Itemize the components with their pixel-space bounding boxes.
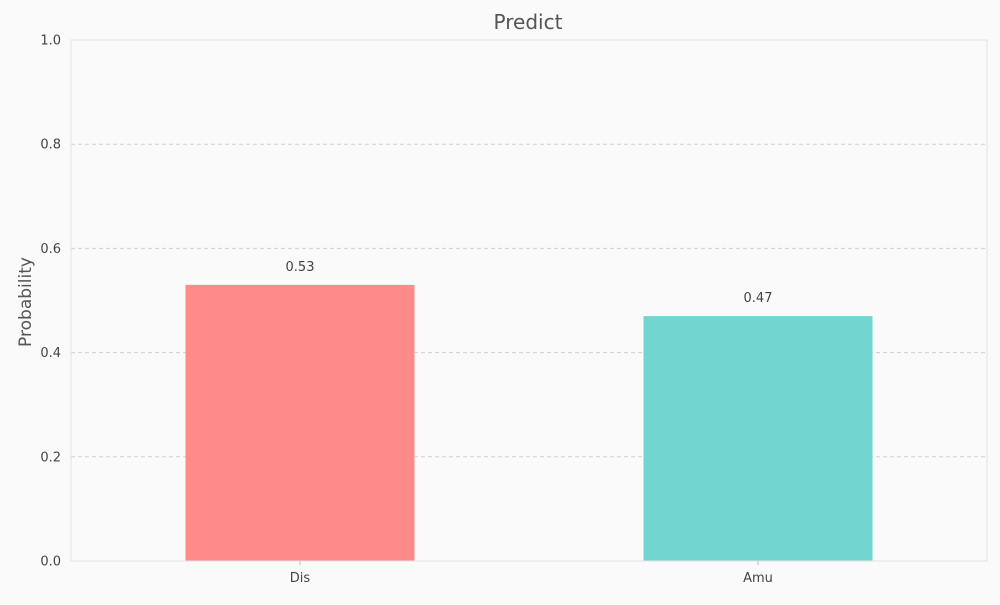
y-axis-ticks: 0.0 0.2 0.4 0.6 0.8 1.0 bbox=[40, 34, 61, 570]
bar-value-label: 0.47 bbox=[744, 291, 773, 306]
y-tick-label: 0.2 bbox=[40, 450, 61, 465]
y-tick-label: 1.0 bbox=[40, 34, 61, 49]
x-axis-ticks: Dis Amu bbox=[290, 561, 773, 586]
bar-value-label: 0.53 bbox=[286, 260, 315, 275]
chart-title: Predict bbox=[494, 10, 563, 34]
x-tick-label: Dis bbox=[290, 571, 311, 586]
x-tick-label: Amu bbox=[743, 571, 773, 586]
y-axis-label: Probability bbox=[16, 257, 36, 347]
plot-frame bbox=[70, 39, 988, 562]
bars bbox=[185, 284, 873, 561]
y-tick-label: 0.8 bbox=[40, 138, 61, 153]
value-labels: 0.53 0.47 bbox=[286, 260, 773, 306]
y-tick-label: 0.0 bbox=[40, 555, 61, 570]
y-tick-label: 0.6 bbox=[40, 242, 61, 257]
bar-amu bbox=[643, 316, 873, 561]
bar-dis bbox=[185, 284, 415, 561]
y-tick-label: 0.4 bbox=[40, 346, 61, 361]
